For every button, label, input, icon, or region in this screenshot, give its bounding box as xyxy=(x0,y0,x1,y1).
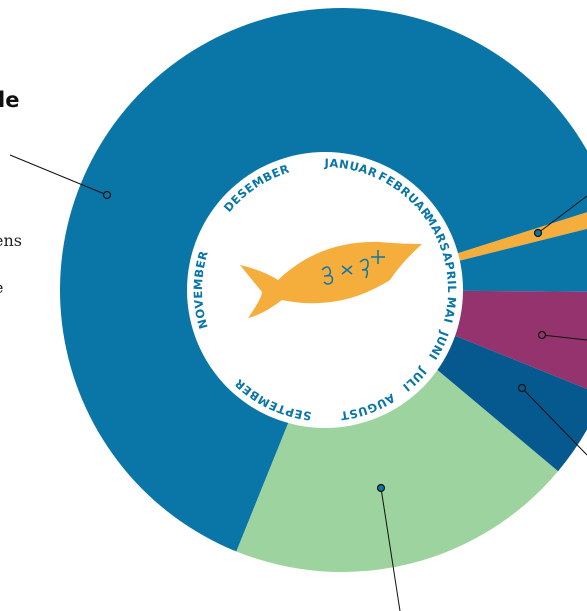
leader-dot xyxy=(376,483,386,493)
fish-face xyxy=(321,250,385,285)
donut-slice xyxy=(458,228,587,292)
month-label: NOVEMBER xyxy=(191,249,211,331)
title: le xyxy=(0,88,19,112)
body-text: ens xyxy=(0,231,22,250)
month-label-path: NOVEMBER xyxy=(191,249,211,331)
month-label: MAI xyxy=(441,296,459,325)
leader-lines xyxy=(9,154,587,611)
leader-dot xyxy=(102,190,112,200)
leader-dot xyxy=(517,383,527,393)
leader-line xyxy=(9,154,108,196)
donut-slice xyxy=(456,212,587,261)
donut-slice xyxy=(453,290,587,389)
fish-icon xyxy=(240,241,422,318)
leader-line xyxy=(541,334,587,341)
body-text: e xyxy=(0,278,3,297)
leader-dot xyxy=(537,330,547,340)
leader-line xyxy=(521,387,587,456)
donut-slice xyxy=(433,334,587,472)
month-label-path: MAI xyxy=(441,296,459,325)
leader-dot xyxy=(533,228,543,238)
leader-line xyxy=(537,195,587,234)
leader-line xyxy=(380,487,401,611)
donut-slice xyxy=(60,8,587,552)
